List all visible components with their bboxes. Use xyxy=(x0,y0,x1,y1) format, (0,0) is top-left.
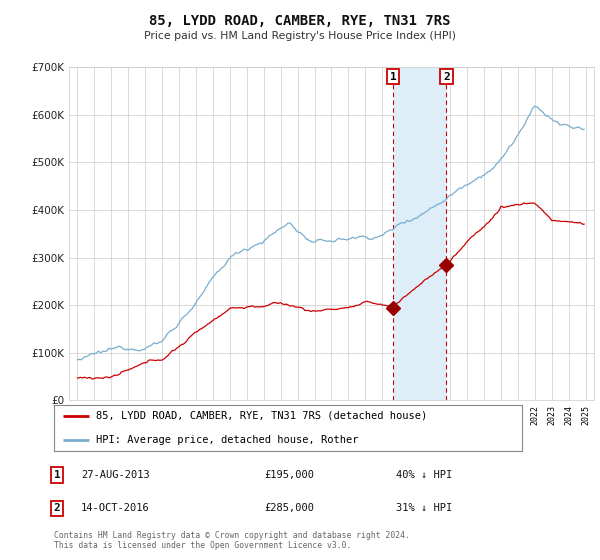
Text: Contains HM Land Registry data © Crown copyright and database right 2024.
This d: Contains HM Land Registry data © Crown c… xyxy=(54,530,410,550)
Text: HPI: Average price, detached house, Rother: HPI: Average price, detached house, Roth… xyxy=(96,435,359,445)
Text: 85, LYDD ROAD, CAMBER, RYE, TN31 7RS: 85, LYDD ROAD, CAMBER, RYE, TN31 7RS xyxy=(149,14,451,28)
Text: 1: 1 xyxy=(53,470,61,480)
Text: 31% ↓ HPI: 31% ↓ HPI xyxy=(396,503,452,514)
Text: 40% ↓ HPI: 40% ↓ HPI xyxy=(396,470,452,480)
Text: £195,000: £195,000 xyxy=(264,470,314,480)
Text: 27-AUG-2013: 27-AUG-2013 xyxy=(81,470,150,480)
Text: 14-OCT-2016: 14-OCT-2016 xyxy=(81,503,150,514)
Text: £285,000: £285,000 xyxy=(264,503,314,514)
Text: 85, LYDD ROAD, CAMBER, RYE, TN31 7RS (detached house): 85, LYDD ROAD, CAMBER, RYE, TN31 7RS (de… xyxy=(96,411,427,421)
Text: 2: 2 xyxy=(443,72,450,82)
Text: Price paid vs. HM Land Registry's House Price Index (HPI): Price paid vs. HM Land Registry's House … xyxy=(144,31,456,41)
Text: 2: 2 xyxy=(53,503,61,514)
Text: 1: 1 xyxy=(390,72,397,82)
